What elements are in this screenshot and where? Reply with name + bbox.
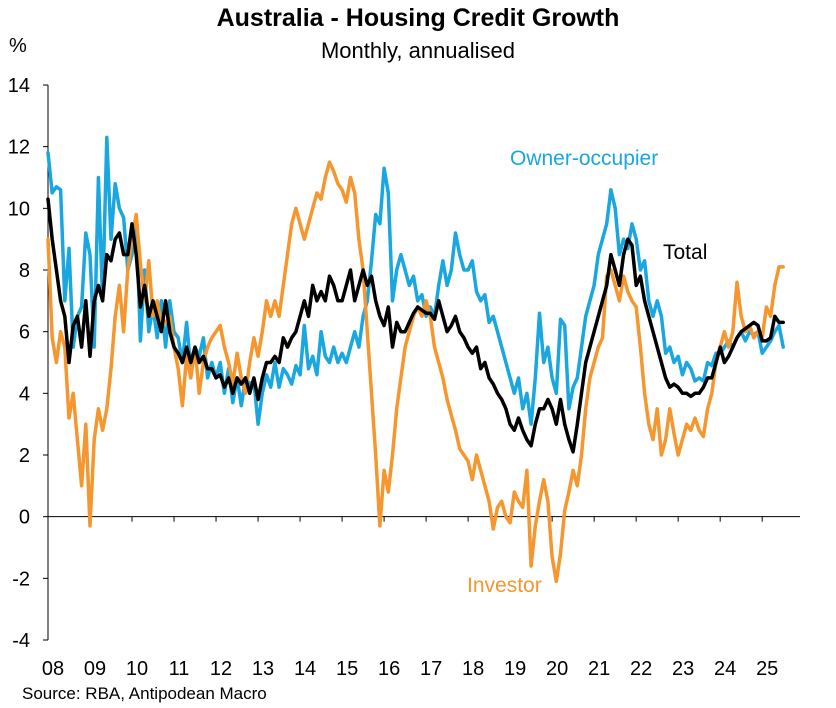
y-tick-label: 2 xyxy=(19,445,30,467)
x-tick-label: 23 xyxy=(672,658,694,680)
x-tick-label: 15 xyxy=(336,658,358,680)
series-label-total: Total xyxy=(663,241,707,264)
chart-source: Source: RBA, Antipodean Macro xyxy=(22,684,267,703)
y-tick-label: 10 xyxy=(8,198,30,220)
x-tick-label: 17 xyxy=(420,658,442,680)
series-lines-group xyxy=(46,135,785,584)
x-tick-label: 12 xyxy=(210,658,232,680)
x-tick-label: 09 xyxy=(84,658,106,680)
chart-title: Australia - Housing Credit Growth xyxy=(216,4,620,32)
x-tick-label: 10 xyxy=(126,658,148,680)
y-tick-label: 14 xyxy=(8,75,30,97)
y-tick-label: -4 xyxy=(12,630,30,652)
y-tick-label: 6 xyxy=(19,322,30,344)
x-tick-label: 24 xyxy=(714,658,736,680)
y-tick-label: 12 xyxy=(8,137,30,159)
y-axis-label: % xyxy=(9,35,27,57)
series-line-owner-occupier xyxy=(46,135,785,426)
x-tick-label: 20 xyxy=(546,658,568,680)
y-tick-label: -2 xyxy=(12,568,30,590)
x-tick-label: 21 xyxy=(588,658,610,680)
y-tick-label: 8 xyxy=(19,260,30,282)
y-tick-label: 0 xyxy=(19,507,30,529)
x-tick-label: 25 xyxy=(756,658,778,680)
x-tick-label: 14 xyxy=(294,658,316,680)
series-label-investor: Investor xyxy=(467,574,542,597)
series-line-total xyxy=(46,197,785,454)
x-tick-label: 18 xyxy=(462,658,484,680)
y-tick-label: 4 xyxy=(19,383,30,405)
x-tick-label: 08 xyxy=(42,658,64,680)
x-tick-label: 22 xyxy=(630,658,652,680)
chart-subtitle: Monthly, annualised xyxy=(320,38,516,63)
x-tick-label: 19 xyxy=(504,658,526,680)
series-line-investor xyxy=(46,160,785,584)
x-tick-label: 11 xyxy=(169,658,190,680)
series-labels-group: Owner-occupier Investor Total xyxy=(467,147,707,597)
x-tick-label: 16 xyxy=(378,658,400,680)
x-tick-label: 13 xyxy=(252,658,274,680)
series-label-owner-occupier: Owner-occupier xyxy=(510,147,658,170)
